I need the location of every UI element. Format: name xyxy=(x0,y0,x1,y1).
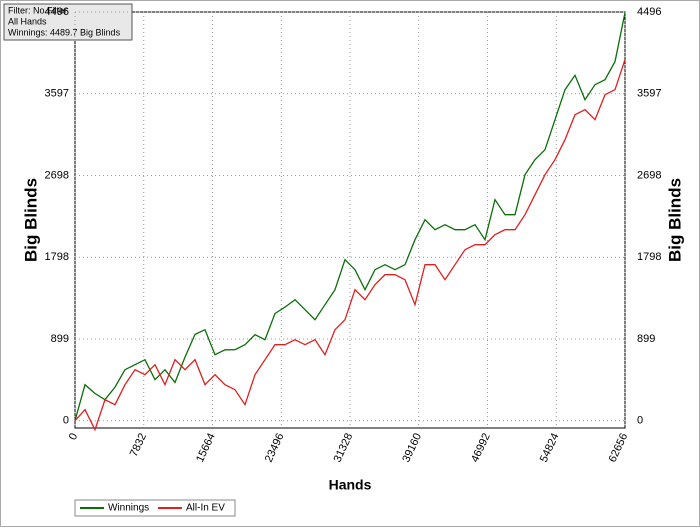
legend xyxy=(74,499,236,517)
legend-label: Winnings xyxy=(108,503,149,514)
y2-label: Big Blinds xyxy=(665,178,684,262)
info-box xyxy=(3,3,133,41)
legend-label: All-In EV xyxy=(186,503,225,514)
info-line: All Hands xyxy=(8,16,47,26)
x-label: Hands xyxy=(329,477,372,493)
y-tick-label: 4496 xyxy=(45,6,69,18)
x-tick-label: 0 xyxy=(67,431,80,442)
y2-tick-label: 899 xyxy=(637,333,655,345)
y-tick-label: 1798 xyxy=(45,251,69,263)
y2-tick-label: 4496 xyxy=(637,6,661,18)
y2-tick-label: 3597 xyxy=(637,88,661,100)
y-tick-label: 0 xyxy=(63,415,69,427)
y-tick-label: 3597 xyxy=(45,88,69,100)
y-tick-label: 2698 xyxy=(45,169,69,181)
y-label: Big Blinds xyxy=(21,178,40,262)
y2-tick-label: 2698 xyxy=(637,169,661,181)
info-line: Winnings: 4489.7 Big Blinds xyxy=(8,27,121,37)
series-line xyxy=(74,12,626,421)
series-line xyxy=(74,59,626,432)
y2-tick-label: 0 xyxy=(637,415,643,427)
y-tick-label: 899 xyxy=(51,333,69,345)
info-line: Filter: No Filter xyxy=(8,5,67,15)
y2-tick-label: 1798 xyxy=(637,251,661,263)
